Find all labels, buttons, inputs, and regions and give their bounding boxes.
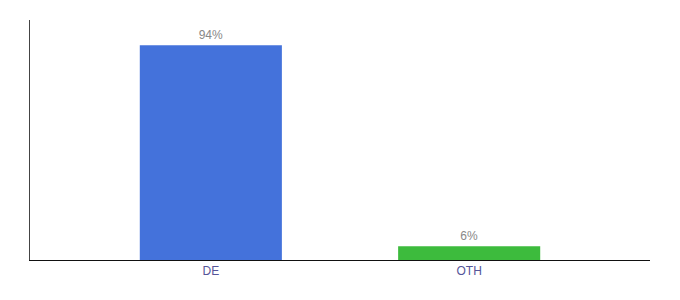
svg-text:OTH: OTH: [456, 264, 481, 278]
svg-text:DE: DE: [202, 264, 219, 278]
svg-text:6%: 6%: [460, 229, 478, 243]
svg-text:94%: 94%: [199, 28, 223, 42]
